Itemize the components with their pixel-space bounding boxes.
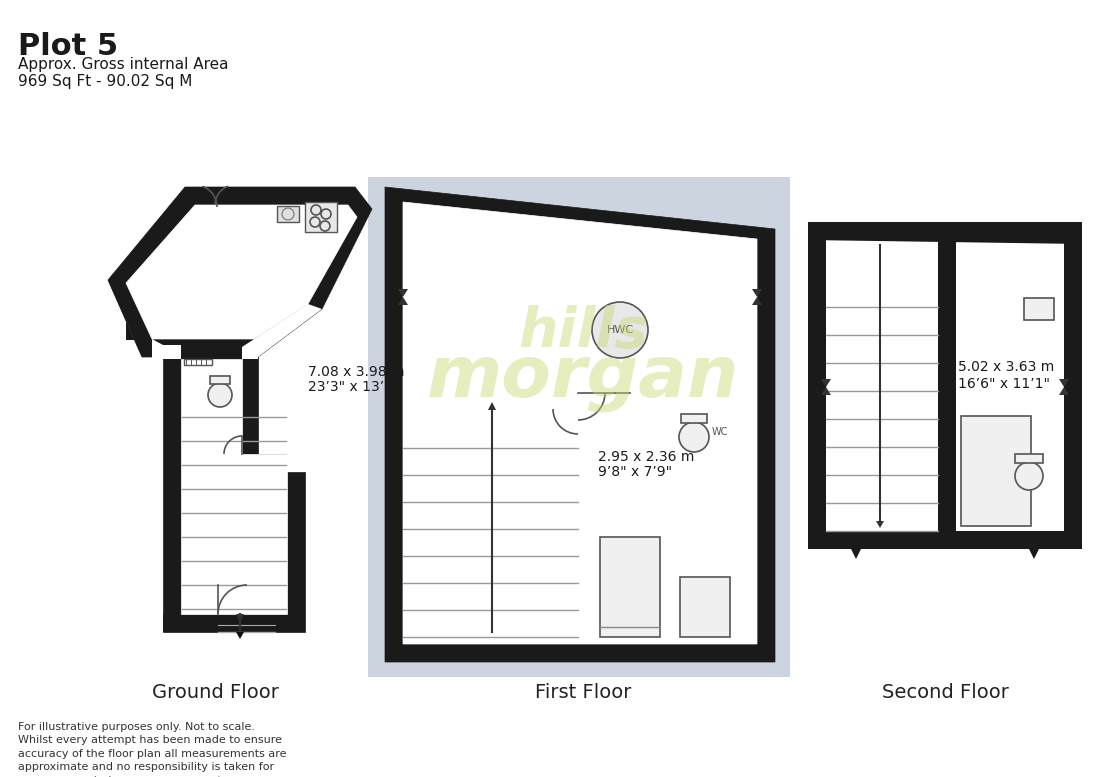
Polygon shape xyxy=(126,205,358,339)
Text: 5.02 x 3.63 m: 5.02 x 3.63 m xyxy=(958,360,1054,374)
Polygon shape xyxy=(821,387,830,395)
Circle shape xyxy=(592,302,648,358)
Bar xyxy=(305,202,337,232)
Polygon shape xyxy=(398,289,408,297)
Polygon shape xyxy=(182,359,287,614)
Polygon shape xyxy=(275,614,305,632)
Text: WC: WC xyxy=(712,427,728,437)
Text: morgan: morgan xyxy=(427,343,739,412)
Text: Plot 5: Plot 5 xyxy=(18,32,118,61)
Polygon shape xyxy=(1059,387,1069,395)
Bar xyxy=(1024,298,1054,320)
Text: Approx. Gross internal Area: Approx. Gross internal Area xyxy=(18,57,229,72)
Polygon shape xyxy=(826,240,1064,531)
Text: hills: hills xyxy=(518,305,648,359)
Polygon shape xyxy=(242,454,287,472)
Bar xyxy=(210,376,230,384)
Text: 2.95 x 2.36 m: 2.95 x 2.36 m xyxy=(598,450,694,464)
Text: 9’8" x 7’9": 9’8" x 7’9" xyxy=(598,465,672,479)
Polygon shape xyxy=(398,297,408,305)
Text: HWC: HWC xyxy=(606,325,634,335)
Polygon shape xyxy=(578,409,594,644)
Polygon shape xyxy=(1059,379,1069,387)
Text: 23’3" x 13’1": 23’3" x 13’1" xyxy=(308,380,399,394)
Polygon shape xyxy=(242,304,322,359)
Polygon shape xyxy=(808,222,1082,244)
Bar xyxy=(600,537,660,637)
Polygon shape xyxy=(368,177,790,677)
Text: First Floor: First Floor xyxy=(535,682,631,702)
Polygon shape xyxy=(1028,547,1040,559)
Text: For illustrative purposes only. Not to scale.: For illustrative purposes only. Not to s… xyxy=(18,722,255,732)
Polygon shape xyxy=(938,240,956,531)
Polygon shape xyxy=(163,345,305,632)
Bar xyxy=(681,414,707,423)
Polygon shape xyxy=(403,202,757,644)
Polygon shape xyxy=(163,614,218,632)
Polygon shape xyxy=(821,379,830,387)
Polygon shape xyxy=(152,339,182,359)
Bar xyxy=(680,577,730,637)
Polygon shape xyxy=(108,280,163,359)
Polygon shape xyxy=(108,187,372,357)
Text: Second Floor: Second Floor xyxy=(881,682,1009,702)
Polygon shape xyxy=(850,547,862,559)
Text: 16’6" x 11’1": 16’6" x 11’1" xyxy=(958,377,1050,391)
Polygon shape xyxy=(752,297,762,305)
Polygon shape xyxy=(236,614,244,622)
Polygon shape xyxy=(385,187,776,662)
Bar xyxy=(961,416,1031,526)
Bar xyxy=(184,359,212,365)
Polygon shape xyxy=(808,222,1082,549)
Text: Ground Floor: Ground Floor xyxy=(152,682,278,702)
Polygon shape xyxy=(236,632,244,639)
Text: Whilst every attempt has been made to ensure
accuracy of the floor plan all meas: Whilst every attempt has been made to en… xyxy=(18,735,286,777)
Circle shape xyxy=(208,383,232,407)
Polygon shape xyxy=(752,289,762,297)
Circle shape xyxy=(679,422,710,452)
Polygon shape xyxy=(403,393,757,409)
Circle shape xyxy=(1015,462,1043,490)
Bar xyxy=(277,206,299,222)
Polygon shape xyxy=(876,521,884,528)
Text: 7.08 x 3.98 m: 7.08 x 3.98 m xyxy=(308,365,405,379)
Text: 969 Sq Ft - 90.02 Sq M: 969 Sq Ft - 90.02 Sq M xyxy=(18,74,192,89)
Bar xyxy=(1015,454,1043,463)
Polygon shape xyxy=(488,402,496,410)
